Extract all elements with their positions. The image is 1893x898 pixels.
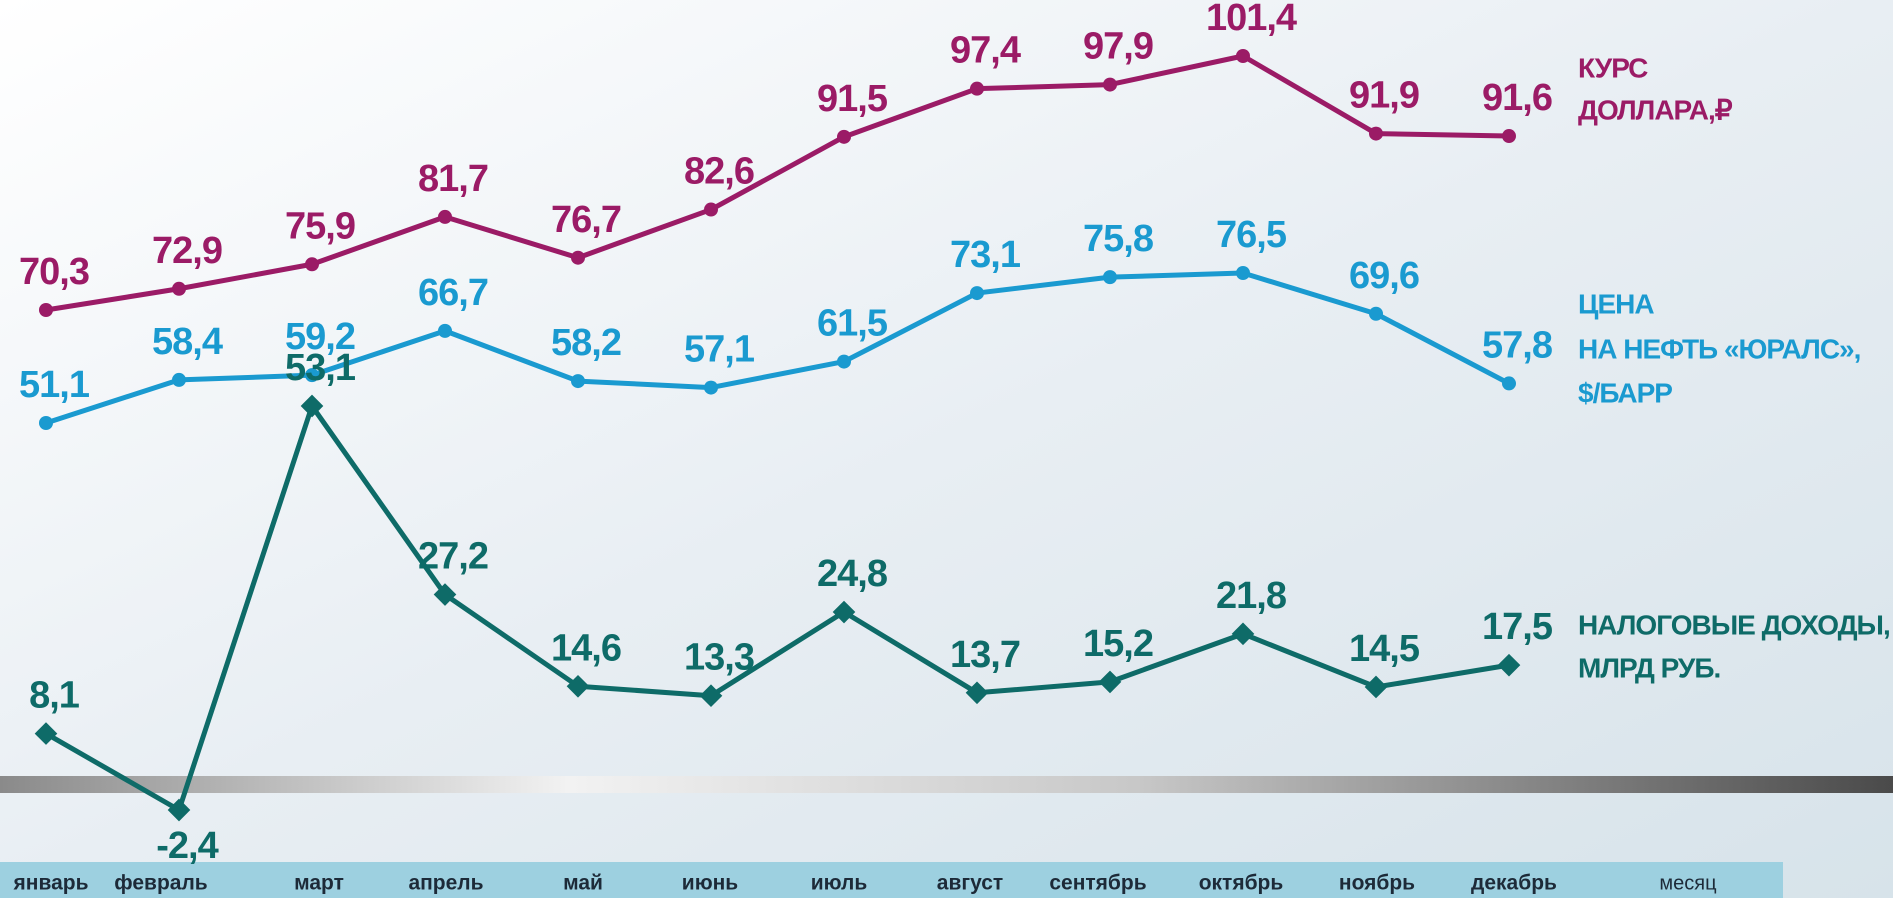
data-label: 81,7 [418,158,488,200]
x-tick-label: октябрь [1199,872,1284,895]
legend-label: КУРС [1578,52,1648,83]
marker [571,374,585,388]
data-label: 14,5 [1349,628,1420,670]
data-label: 91,6 [1482,77,1552,119]
background [0,0,1893,898]
data-label: 75,9 [285,205,355,247]
x-tick-label: июль [811,872,868,895]
marker [1103,78,1117,92]
legend-label: $/БАРР [1578,377,1672,408]
marker [704,203,718,217]
marker [970,286,984,300]
x-tick-label: январь [13,872,89,895]
divider-bar [0,776,1893,793]
marker [305,257,319,271]
marker [1236,49,1250,63]
data-label: 66,7 [418,272,488,314]
data-label: 82,6 [684,151,754,193]
x-tick-label: февраль [114,872,208,895]
marker [704,381,718,395]
data-label: 75,8 [1083,218,1153,260]
data-label: -2,4 [156,825,218,867]
marker [837,130,851,144]
legend-label: МЛРД РУБ. [1578,652,1720,683]
marker [438,324,452,338]
marker [1369,307,1383,321]
legend-label: ДОЛЛАРА,₽ [1578,94,1733,125]
data-label: 57,1 [684,329,755,371]
data-label: 72,9 [152,230,222,272]
marker [172,373,186,387]
marker [837,355,851,369]
legend-label: ЦЕНА [1578,288,1654,319]
marker [438,210,452,224]
x-tick-label: март [294,872,344,895]
x-tick-label: сентябрь [1049,872,1146,895]
data-label: 101,4 [1206,0,1297,39]
data-label: 58,2 [551,322,621,364]
x-tick-label: май [563,872,603,895]
marker [571,251,585,265]
data-label: 24,8 [817,553,887,595]
data-label: 53,1 [285,347,356,389]
data-label: 97,9 [1083,26,1153,68]
data-label: 73,1 [950,234,1021,276]
data-label: 8,1 [29,675,80,717]
x-tick-label: июнь [682,872,739,895]
data-label: 76,7 [551,199,621,241]
marker [1103,270,1117,284]
marker [39,303,53,317]
data-label: 70,3 [19,251,89,293]
marker [172,282,186,296]
marker [1369,127,1383,141]
legend-label: НА НЕФТЬ «ЮРАЛС», [1578,333,1860,364]
x-axis-label: месяц [1659,872,1716,894]
data-label: 69,6 [1349,255,1419,297]
legend-label: НАЛОГОВЫЕ ДОХОДЫ, [1578,609,1890,640]
data-label: 97,4 [950,30,1021,72]
marker [1502,376,1516,390]
x-tick-label: апрель [408,872,483,895]
data-label: 91,9 [1349,75,1419,117]
x-tick-label: ноябрь [1339,872,1415,895]
data-label: 76,5 [1216,214,1287,256]
marker [1236,266,1250,280]
data-label: 13,7 [950,634,1020,676]
x-tick-label: август [937,872,1003,895]
data-label: 27,2 [418,536,488,578]
x-tick-label: декабрь [1471,872,1557,895]
data-label: 51,1 [19,364,90,406]
marker [1502,129,1516,143]
marker [39,416,53,430]
data-label: 17,5 [1482,606,1553,648]
marker [970,82,984,96]
data-label: 15,2 [1083,623,1153,665]
data-label: 58,4 [152,321,223,363]
data-label: 61,5 [817,303,888,345]
data-label: 57,8 [1482,324,1552,366]
chart: месяц январь февраль март апрель май июнь июль… [0,0,1893,898]
data-label: 14,6 [551,627,621,669]
data-label: 91,5 [817,78,888,120]
data-label: 13,3 [684,637,754,679]
data-label: 21,8 [1216,575,1286,617]
